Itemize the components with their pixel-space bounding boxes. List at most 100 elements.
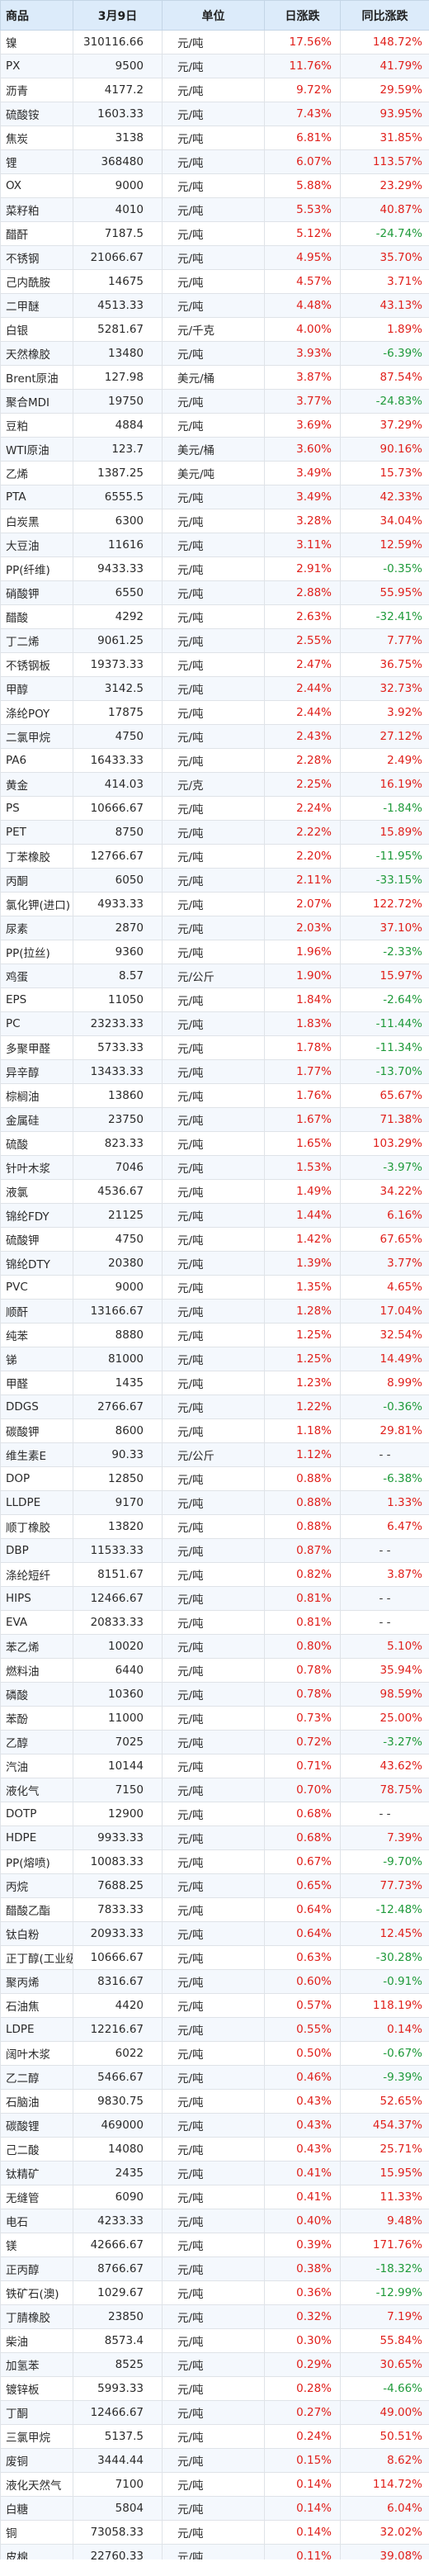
commodity-name: WTI原油	[0, 437, 73, 462]
daily-change: 11.76%	[264, 54, 341, 78]
commodity-name: 黄金	[0, 772, 73, 797]
unit-label: 元/吨	[162, 2041, 265, 2066]
yoy-change: 37.29%	[340, 413, 429, 438]
daily-change: 3.87%	[264, 365, 341, 390]
unit-label: 元/吨	[162, 54, 265, 78]
table-row: PS 10666.67 元/吨 2.24% -1.84%	[0, 796, 429, 821]
price-value: 7833.33	[73, 1897, 163, 1922]
daily-change: 0.57%	[264, 1993, 341, 2018]
daily-change: 2.88%	[264, 580, 341, 605]
daily-change: 0.40%	[264, 2209, 341, 2233]
table-row: PX 9500 元/吨 11.76% 41.79%	[0, 54, 429, 78]
daily-change: 0.87%	[264, 1538, 341, 1563]
daily-change: 1.84%	[264, 987, 341, 1012]
commodity-name: 锦纶FDY	[0, 1203, 73, 1228]
commodity-name: PA6	[0, 748, 73, 773]
unit-label: 元/吨	[162, 1921, 265, 1946]
yoy-change: 35.94%	[340, 1658, 429, 1683]
daily-change: 5.53%	[264, 197, 341, 222]
daily-change: 3.77%	[264, 389, 341, 414]
table-row: 涤纶短纤 8151.67 元/吨 0.82% 3.87%	[0, 1562, 429, 1587]
unit-label: 元/吨	[162, 724, 265, 749]
table-row: 丁腈橡胶 23850 元/吨 0.32% 7.19%	[0, 2304, 429, 2329]
price-value: 8573.4	[73, 2328, 163, 2353]
yoy-change: -33.15%	[340, 868, 429, 893]
commodity-name: PX	[0, 54, 73, 78]
daily-change: 0.43%	[264, 2089, 341, 2114]
daily-change: 7.43%	[264, 102, 341, 126]
price-value: 9000	[73, 1275, 163, 1300]
yoy-change: 43.13%	[340, 293, 429, 318]
table-row: 丁苯橡胶 12766.67 元/吨 2.20% -11.95%	[0, 844, 429, 869]
unit-label: 元/千克	[162, 317, 265, 342]
unit-label: 元/吨	[162, 30, 265, 54]
yoy-change: 15.89%	[340, 820, 429, 845]
table-body: 镍 310116.66 元/吨 17.56% 148.72% PX 9500 元/吨 11.76…	[0, 30, 429, 2569]
header-date-price: 3月9日	[73, 0, 163, 31]
table-row: DOTP 12900 元/吨 0.68% - -	[0, 1802, 429, 1826]
daily-change: 2.07%	[264, 892, 341, 916]
price-value: 6555.5	[73, 485, 163, 509]
table-row: 锑 81000 元/吨 1.25% 14.49%	[0, 1347, 429, 1371]
yoy-change: 5.10%	[340, 1634, 429, 1659]
yoy-change: 87.54%	[340, 365, 429, 390]
unit-label: 元/吨	[162, 2400, 265, 2425]
unit-label: 元/吨	[162, 221, 265, 246]
daily-change: 1.49%	[264, 1179, 341, 1204]
yoy-change: -3.97%	[340, 1155, 429, 1180]
commodity-name: DOTP	[0, 1802, 73, 1826]
unit-label: 元/吨	[162, 1778, 265, 1802]
daily-change: 1.25%	[264, 1323, 341, 1347]
yoy-change: 1.89%	[340, 317, 429, 342]
yoy-change: 41.79%	[340, 54, 429, 78]
commodity-name: 乙烯	[0, 461, 73, 485]
daily-change: 0.65%	[264, 1873, 341, 1898]
price-value: 13166.67	[73, 1299, 163, 1324]
commodity-name: 醋酸乙酯	[0, 1897, 73, 1922]
table-row: 液化天然气 7100 元/吨 0.14% 114.72%	[0, 2472, 429, 2497]
yoy-change: 77.73%	[340, 1873, 429, 1898]
price-value: 9061.25	[73, 628, 163, 653]
unit-label: 元/吨	[162, 1945, 265, 1970]
daily-change: 6.81%	[264, 125, 341, 150]
table-row: 不锈钢 21066.67 元/吨 4.95% 35.70%	[0, 245, 429, 270]
price-value: 2766.67	[73, 1395, 163, 1419]
price-value: 3142.5	[73, 676, 163, 701]
daily-change: 0.24%	[264, 2424, 341, 2449]
price-value: 13820	[73, 1514, 163, 1539]
table-row: 丙酮 6050 元/吨 2.11% -33.15%	[0, 868, 429, 893]
daily-change: 5.88%	[264, 173, 341, 198]
table-row: 顺酐 13166.67 元/吨 1.28% 17.04%	[0, 1299, 429, 1324]
price-value: 7688.25	[73, 1873, 163, 1898]
commodity-name: 顺丁橡胶	[0, 1514, 73, 1539]
unit-label: 元/吨	[162, 796, 265, 821]
unit-label: 元/吨	[162, 533, 265, 557]
price-value: 5993.33	[73, 2376, 163, 2401]
unit-label: 美元/桶	[162, 365, 265, 390]
commodity-name: 涤纶POY	[0, 700, 73, 725]
unit-label: 元/吨	[162, 1227, 265, 1252]
commodity-name: 聚合MDI	[0, 389, 73, 414]
commodity-name: 鸡蛋	[0, 964, 73, 988]
unit-label: 元/吨	[162, 604, 265, 629]
yoy-change: 148.72%	[340, 30, 429, 54]
yoy-change: 15.73%	[340, 461, 429, 485]
price-value: 6050	[73, 868, 163, 893]
table-row: 加氢苯 8525 元/吨 0.29% 30.65%	[0, 2352, 429, 2377]
unit-label: 元/吨	[162, 1035, 265, 1060]
yoy-change: 113.57%	[340, 149, 429, 174]
table-row: 不锈钢板 19373.33 元/吨 2.47% 36.75%	[0, 652, 429, 677]
daily-change: 1.22%	[264, 1395, 341, 1419]
commodity-name: 二甲醚	[0, 293, 73, 318]
table-row: OX 9000 元/吨 5.88% 23.29%	[0, 173, 429, 198]
table-row: 醋酐 7187.5 元/吨 5.12% -24.74%	[0, 221, 429, 246]
unit-label: 元/吨	[162, 1347, 265, 1371]
price-value: 4010	[73, 197, 163, 222]
unit-label: 元/吨	[162, 245, 265, 270]
yoy-change: -0.91%	[340, 1969, 429, 1994]
table-row: 铜 73058.33 元/吨 0.14% 32.02%	[0, 2520, 429, 2545]
daily-change: 0.67%	[264, 1849, 341, 1874]
unit-label: 元/吨	[162, 1299, 265, 1324]
table-row: 乙二醇 5466.67 元/吨 0.46% -9.39%	[0, 2065, 429, 2090]
daily-change: 0.36%	[264, 2280, 341, 2305]
